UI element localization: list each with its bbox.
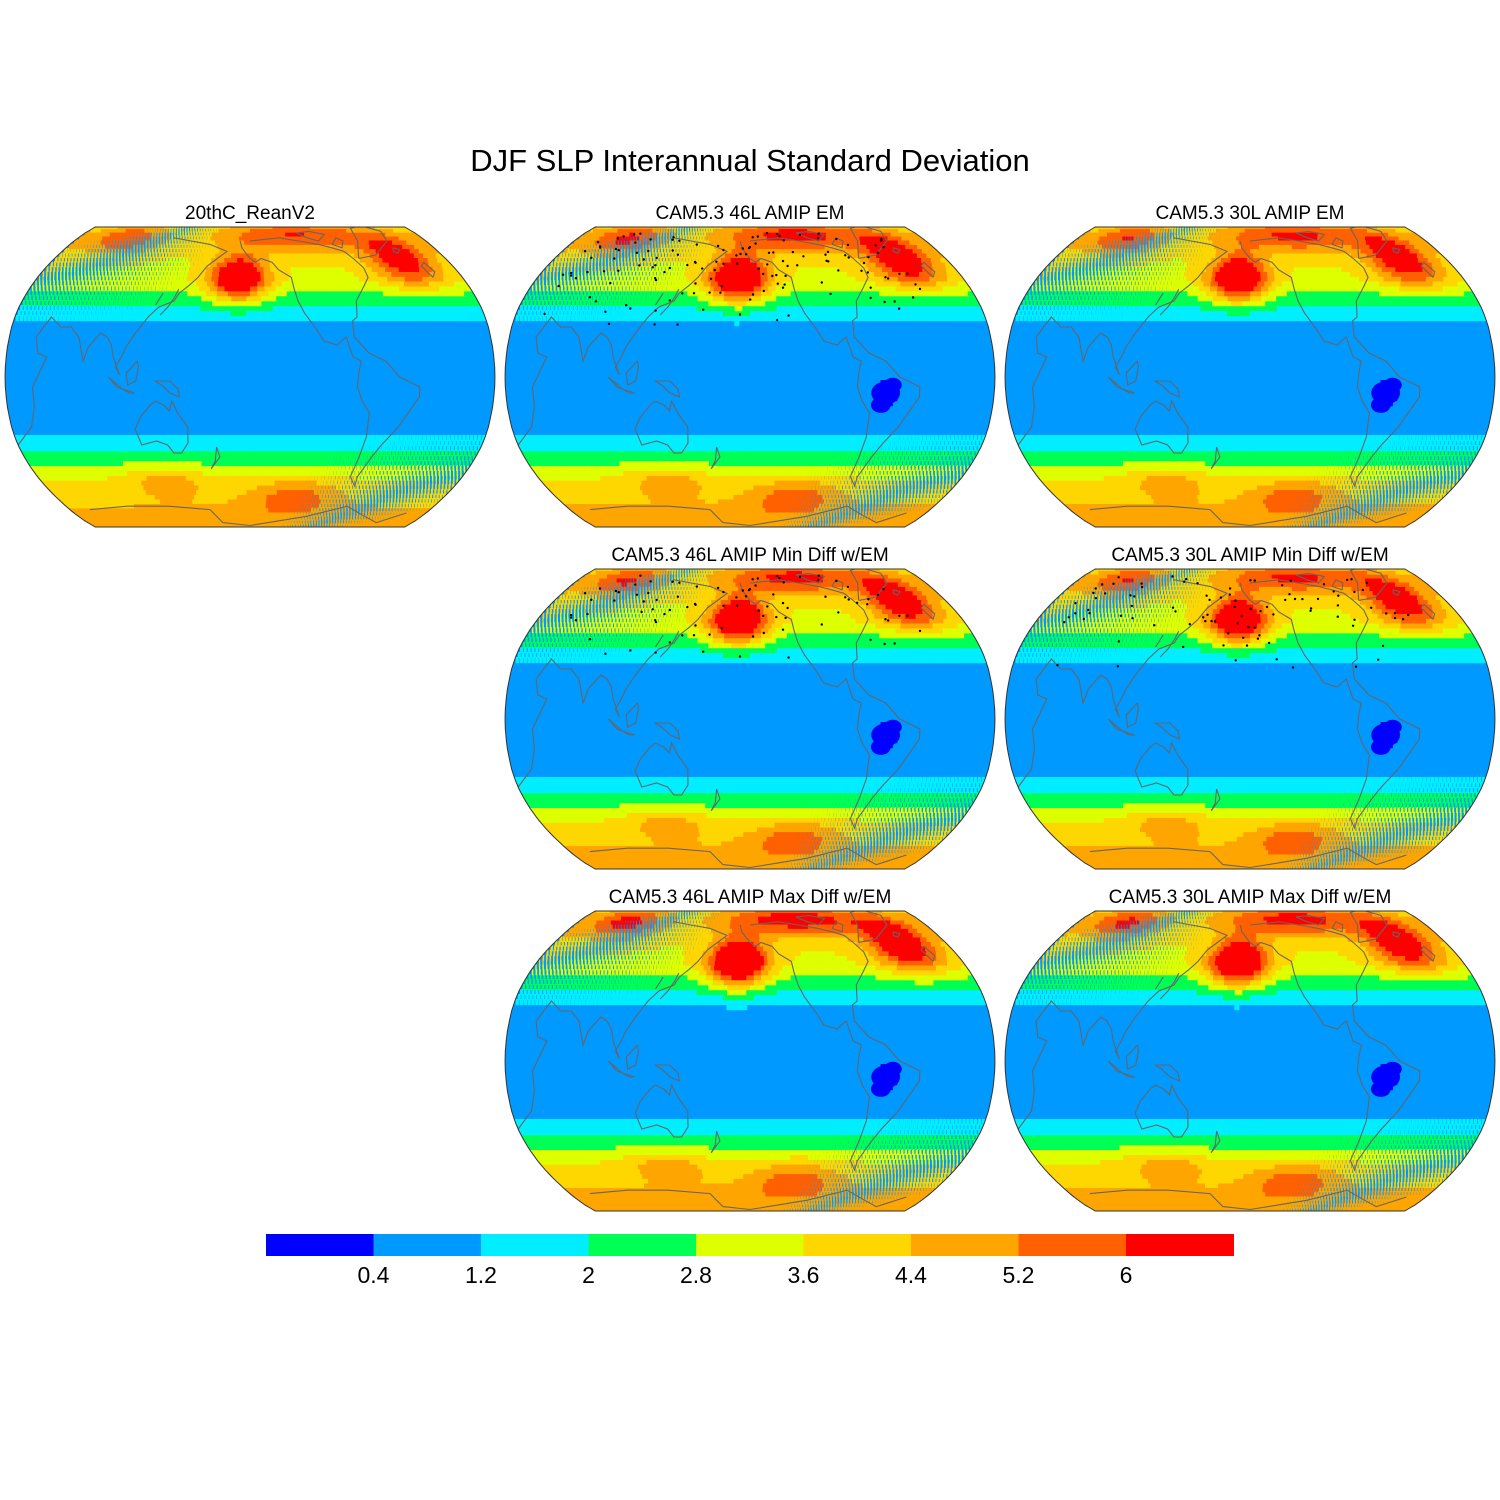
panel-title: CAM5.3 46L AMIP Min Diff w/EM (611, 545, 888, 566)
significance-stipple (570, 574, 922, 659)
shaded-field (1005, 227, 1495, 527)
colorbar-tick-label: 5.2 (1003, 1262, 1035, 1288)
panel-title: CAM5.3 46L AMIP Max Diff w/EM (609, 887, 892, 908)
shaded-field (505, 911, 995, 1211)
panel-title: CAM5.3 30L AMIP Max Diff w/EM (1109, 887, 1392, 908)
map-panel-l30_min: CAM5.3 30L AMIP Min Diff w/EM (1004, 545, 1496, 870)
colorbar-tick-label: 1.2 (465, 1262, 497, 1288)
significance-stipple (1056, 575, 1410, 669)
colorbar-swatch (266, 1234, 374, 1256)
colorbar-swatch (373, 1234, 482, 1256)
panel-title: CAM5.3 46L AMIP EM (655, 203, 844, 224)
panel-title: 20thC_ReanV2 (185, 203, 315, 224)
panel-title: CAM5.3 30L AMIP EM (1155, 203, 1344, 224)
coastlines (1017, 227, 1436, 527)
colorbar-tick-label: 3.6 (788, 1262, 820, 1288)
colorbar-swatch (803, 1234, 912, 1256)
map-panel-l46_max: CAM5.3 46L AMIP Max Diff w/EM (504, 887, 996, 1212)
shaded-field (5, 227, 495, 527)
coastlines (1017, 911, 1436, 1211)
colorbar-swatch (911, 1234, 1019, 1256)
colorbar-swatch (588, 1234, 697, 1256)
map-panel-l46_min: CAM5.3 46L AMIP Min Diff w/EM (504, 545, 996, 870)
map-panel-l46_em: CAM5.3 46L AMIP EM (504, 203, 996, 528)
panel-title: CAM5.3 30L AMIP Min Diff w/EM (1111, 545, 1388, 566)
shaded-field (1005, 911, 1495, 1211)
map-panel-reanalysis: 20thC_ReanV2 (4, 203, 496, 528)
figure-title: DJF SLP Interannual Standard Deviation (470, 143, 1029, 178)
significance-stipple (543, 231, 922, 326)
shaded-field (1005, 569, 1495, 869)
coastlines (517, 911, 936, 1211)
map-panel-l30_max: CAM5.3 30L AMIP Max Diff w/EM (1004, 887, 1496, 1212)
shaded-field (505, 227, 995, 527)
colorbar-tick-label: 4.4 (895, 1262, 927, 1288)
colorbar-swatch (481, 1234, 589, 1256)
coastlines (517, 569, 936, 869)
colorbar-swatch (1126, 1234, 1234, 1256)
colorbar-tick-label: 0.4 (358, 1262, 390, 1288)
shaded-field (505, 569, 995, 869)
colorbar: 0.4 1.2 2 2.8 3.6 4.4 5.2 6 (266, 1234, 1234, 1288)
map-panels: 20thC_ReanV2 CAM5.3 46L AMIP EM CAM5.3 30L… (4, 203, 1496, 1212)
colorbar-swatch (1018, 1234, 1127, 1256)
colorbar-tick-label: 2 (582, 1262, 595, 1288)
colorbar-tick-label: 6 (1120, 1262, 1133, 1288)
coastlines (17, 227, 436, 527)
colorbar-tick-label: 2.8 (680, 1262, 712, 1288)
map-panel-l30_em: CAM5.3 30L AMIP EM (1004, 203, 1496, 528)
colorbar-swatch (696, 1234, 804, 1256)
coastlines (1017, 569, 1436, 869)
coastlines (517, 227, 936, 527)
